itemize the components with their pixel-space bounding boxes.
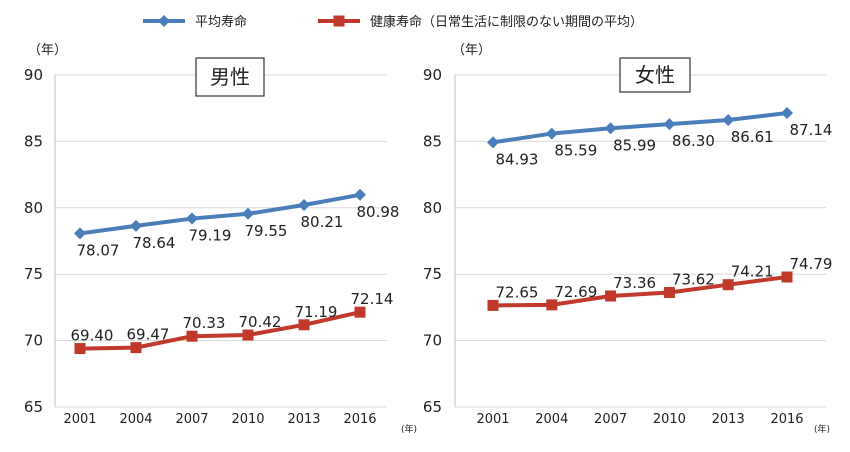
female-ytick-5: 90: [423, 66, 442, 84]
female-x-unit: (年): [814, 423, 830, 435]
male-series-1-label-3: 70.42: [239, 313, 282, 331]
legend-label-0: 平均寿命: [195, 14, 247, 30]
female-ytick-0: 65: [423, 398, 442, 416]
female-ytick-3: 80: [423, 199, 442, 217]
male-x-unit: (年): [401, 423, 417, 435]
female-series-0-label-1: 85.59: [554, 142, 597, 160]
male-xtick-1: 2004: [119, 412, 152, 427]
female-ytick-1: 70: [423, 332, 442, 350]
female-ytick-2: 75: [423, 265, 442, 283]
legend-marker-0: [158, 15, 170, 27]
female-ytick-4: 85: [423, 132, 442, 150]
female-series-1-point-5: [781, 271, 793, 283]
male-y-unit: （年）: [28, 43, 67, 58]
female-series-0-label-3: 86.30: [672, 132, 715, 150]
female-series-0-point-4: [722, 114, 735, 127]
female-series-1-point-4: [722, 279, 734, 291]
male-series-0-label-1: 78.64: [133, 234, 176, 252]
male-series-0-label-0: 78.07: [77, 241, 120, 259]
male-series-0-label-3: 79.55: [245, 222, 288, 240]
female-title-box: [619, 57, 691, 93]
male-series-1-label-0: 69.40: [71, 327, 114, 345]
male-title-box: [195, 57, 265, 97]
male-series-1-label-1: 69.47: [127, 326, 170, 344]
female-series-1-label-0: 72.65: [496, 283, 539, 301]
male-ytick-5: 90: [24, 66, 43, 84]
female-series-0-label-5: 87.14: [790, 121, 833, 139]
male-series-0-line: [79, 192, 361, 236]
male-title: 男性: [210, 65, 250, 89]
male-series-0-point-5: [354, 188, 366, 201]
male-panel: 65 70 75 80 85 90 （年） 2001 2004 2007 2010 2013 2016 (…: [24, 43, 417, 435]
female-series-1-point-2: [605, 290, 617, 302]
female-series-1-label-3: 73.62: [672, 271, 715, 289]
male-series-0-point-1: [130, 219, 142, 232]
female-series-0-point-2: [604, 122, 617, 135]
male-series-0-point-4: [298, 199, 310, 212]
female-series-0-point-0: [487, 136, 499, 149]
male-series-0-label-5: 80.98: [357, 203, 400, 221]
male-series-1-label-2: 70.33: [183, 314, 226, 332]
male-series-1-line: [79, 310, 361, 351]
male-xtick-5: 2016: [343, 412, 376, 427]
female-series-1-label-4: 74.21: [731, 263, 774, 281]
female-xtick-1: 2004: [535, 412, 568, 427]
female-title: 女性: [635, 63, 675, 87]
male-series-1-point-2: [186, 330, 198, 342]
female-series-1-point-1: [546, 299, 558, 311]
male-xtick-4: 2013: [287, 412, 320, 427]
female-panel: 65 70 75 80 85 90 （年） 2001 2004 2007 2010 2013 2016 (…: [423, 43, 833, 435]
male-series-0-point-2: [186, 212, 198, 225]
male-series-1-point-5: [354, 306, 366, 318]
male-series-0-label-2: 79.19: [189, 227, 232, 245]
female-series-1-label-2: 73.36: [613, 274, 656, 292]
male-series-0-point-0: [74, 227, 86, 240]
male-series-1-point-0: [74, 343, 86, 355]
male-ytick-4: 85: [24, 132, 43, 150]
male-series-1-label-5: 72.14: [351, 290, 394, 308]
female-xtick-5: 2016: [770, 412, 803, 427]
female-series-0-point-3: [663, 118, 676, 131]
female-series-0-label-2: 85.99: [613, 136, 656, 154]
legend-label-1: 健康寿命（日常生活に制限のない期間の平均）: [370, 14, 643, 30]
female-xtick-4: 2013: [712, 412, 745, 427]
female-series-1-point-0: [487, 299, 499, 311]
female-xtick-0: 2001: [476, 412, 509, 427]
male-ytick-3: 80: [24, 199, 43, 217]
male-series-0-point-3: [242, 207, 254, 220]
male-ytick-0: 65: [24, 398, 43, 416]
female-series-1-label-5: 74.79: [790, 255, 833, 273]
female-series-1-line: [492, 275, 788, 308]
male-xtick-2: 2007: [175, 412, 208, 427]
female-series-1-label-1: 72.69: [554, 283, 597, 301]
male-xtick-3: 2010: [231, 412, 264, 427]
male-series-1-label-4: 71.19: [295, 303, 338, 321]
female-series-0-point-5: [781, 106, 793, 119]
male-xtick-0: 2001: [63, 412, 96, 427]
female-series-0-point-1: [545, 127, 558, 140]
legend-marker-1: [333, 15, 345, 27]
female-series-1-point-3: [663, 287, 675, 299]
male-series-0-label-4: 80.21: [301, 213, 344, 231]
male-series-1-point-3: [242, 329, 254, 341]
chart-legend: 平均寿命 健康寿命（日常生活に制限のない期間の平均）: [143, 14, 643, 30]
female-xtick-3: 2010: [653, 412, 686, 427]
male-ytick-2: 75: [24, 265, 43, 283]
female-series-0-label-0: 84.93: [496, 150, 539, 168]
female-series-0-label-4: 86.61: [731, 128, 774, 146]
female-series-0-line: [492, 110, 788, 145]
male-ytick-1: 70: [24, 332, 43, 350]
female-xtick-2: 2007: [594, 412, 627, 427]
female-y-unit: （年）: [452, 43, 491, 58]
male-series-1-point-1: [130, 342, 142, 354]
male-series-1-point-4: [298, 319, 310, 331]
